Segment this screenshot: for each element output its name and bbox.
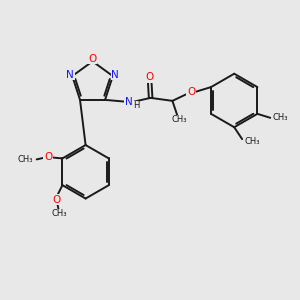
Text: O: O — [88, 54, 96, 64]
Text: O: O — [146, 72, 154, 82]
Text: N: N — [66, 70, 74, 80]
Text: N: N — [111, 70, 119, 80]
Text: CH₃: CH₃ — [273, 113, 288, 122]
Text: H: H — [133, 101, 140, 110]
Text: CH₃: CH₃ — [171, 116, 187, 124]
Text: O: O — [44, 152, 52, 162]
Text: O: O — [187, 87, 195, 97]
Text: CH₃: CH₃ — [52, 209, 67, 218]
Text: CH₃: CH₃ — [18, 155, 33, 164]
Text: CH₃: CH₃ — [244, 137, 260, 146]
Text: N: N — [125, 97, 133, 107]
Text: O: O — [52, 194, 61, 205]
